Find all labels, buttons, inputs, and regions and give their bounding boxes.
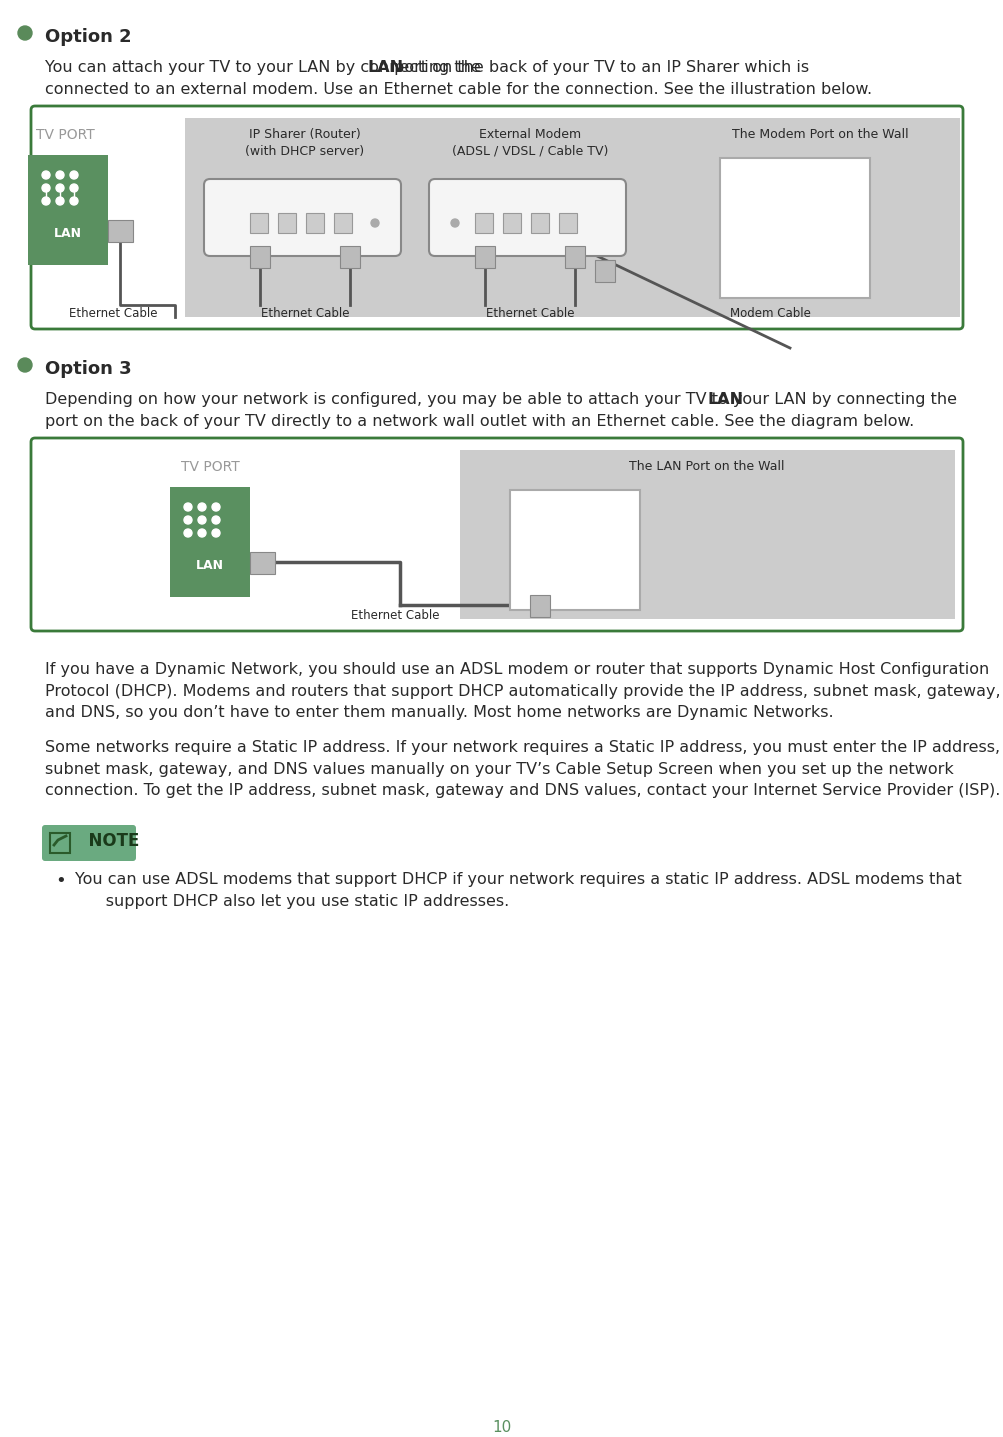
Circle shape bbox=[42, 184, 50, 193]
Text: You can attach your TV to your LAN by connecting the: You can attach your TV to your LAN by co… bbox=[45, 60, 485, 75]
Bar bbox=[340, 246, 360, 267]
Bar bbox=[474, 246, 494, 267]
Text: port on the back of your TV to an IP Sharer which is: port on the back of your TV to an IP Sha… bbox=[388, 60, 808, 75]
Bar bbox=[595, 260, 615, 282]
Text: Ethernet Cable: Ethernet Cable bbox=[68, 308, 157, 320]
Text: 10: 10 bbox=[491, 1420, 512, 1436]
Circle shape bbox=[70, 171, 78, 180]
Text: If you have a Dynamic Network, you should use an ADSL modem or router that suppo: If you have a Dynamic Network, you shoul… bbox=[45, 662, 1000, 720]
FancyBboxPatch shape bbox=[42, 825, 135, 861]
Circle shape bbox=[371, 218, 378, 227]
Circle shape bbox=[70, 197, 78, 205]
Bar bbox=[278, 213, 296, 233]
Bar bbox=[334, 213, 352, 233]
Text: •: • bbox=[55, 872, 65, 890]
Text: You can use ADSL modems that support DHCP if your network requires a static IP a: You can use ADSL modems that support DHC… bbox=[75, 872, 961, 908]
Circle shape bbox=[212, 529, 220, 537]
Bar bbox=[510, 490, 639, 609]
Circle shape bbox=[18, 26, 32, 40]
Text: NOTE: NOTE bbox=[77, 832, 139, 851]
Circle shape bbox=[56, 184, 64, 193]
Bar bbox=[170, 487, 250, 596]
Bar bbox=[28, 155, 108, 264]
Text: port on the back of your TV directly to a network wall outlet with an Ethernet c: port on the back of your TV directly to … bbox=[45, 414, 914, 430]
Bar bbox=[459, 450, 954, 619]
Bar bbox=[559, 213, 577, 233]
Circle shape bbox=[56, 171, 64, 180]
Bar bbox=[474, 213, 492, 233]
FancyBboxPatch shape bbox=[428, 180, 626, 256]
Circle shape bbox=[212, 516, 220, 525]
Text: Option 3: Option 3 bbox=[45, 361, 131, 378]
Text: LAN: LAN bbox=[367, 60, 403, 75]
Bar bbox=[185, 118, 959, 318]
Text: Some networks require a Static IP address. If your network requires a Static IP : Some networks require a Static IP addres… bbox=[45, 740, 999, 798]
Bar bbox=[108, 220, 132, 241]
Circle shape bbox=[184, 503, 192, 512]
Circle shape bbox=[198, 503, 206, 512]
FancyBboxPatch shape bbox=[31, 438, 962, 631]
Text: connected to an external modem. Use an Ethernet cable for the connection. See th: connected to an external modem. Use an E… bbox=[45, 82, 872, 98]
Circle shape bbox=[18, 358, 32, 372]
Text: LAN: LAN bbox=[196, 559, 224, 572]
Bar bbox=[250, 552, 275, 573]
Text: TV PORT: TV PORT bbox=[35, 128, 94, 142]
Text: LAN: LAN bbox=[54, 227, 82, 240]
Text: Option 2: Option 2 bbox=[45, 27, 131, 46]
Text: External Modem
(ADSL / VDSL / Cable TV): External Modem (ADSL / VDSL / Cable TV) bbox=[451, 128, 608, 158]
Bar bbox=[50, 833, 70, 854]
Circle shape bbox=[184, 516, 192, 525]
Text: LAN: LAN bbox=[707, 392, 743, 407]
Circle shape bbox=[198, 516, 206, 525]
Circle shape bbox=[212, 503, 220, 512]
Bar bbox=[565, 246, 585, 267]
Bar bbox=[503, 213, 521, 233]
Text: The Modem Port on the Wall: The Modem Port on the Wall bbox=[731, 128, 908, 141]
Circle shape bbox=[42, 197, 50, 205]
Circle shape bbox=[184, 529, 192, 537]
Text: Ethernet Cable: Ethernet Cable bbox=[485, 308, 574, 320]
Circle shape bbox=[70, 184, 78, 193]
Circle shape bbox=[450, 218, 458, 227]
Text: Depending on how your network is configured, you may be able to attach your TV t: Depending on how your network is configu… bbox=[45, 392, 961, 407]
Bar bbox=[531, 213, 549, 233]
Text: Ethernet Cable: Ethernet Cable bbox=[350, 609, 439, 622]
Circle shape bbox=[56, 197, 64, 205]
Bar bbox=[250, 213, 268, 233]
Bar bbox=[530, 595, 550, 616]
Text: IP Sharer (Router)
(with DHCP server): IP Sharer (Router) (with DHCP server) bbox=[245, 128, 364, 158]
Text: Ethernet Cable: Ethernet Cable bbox=[261, 308, 349, 320]
Bar bbox=[719, 158, 870, 297]
Circle shape bbox=[198, 529, 206, 537]
Bar bbox=[306, 213, 324, 233]
Text: The LAN Port on the Wall: The LAN Port on the Wall bbox=[629, 460, 784, 473]
Circle shape bbox=[42, 171, 50, 180]
Bar bbox=[250, 246, 270, 267]
Text: TV PORT: TV PORT bbox=[181, 460, 239, 474]
Text: Modem Cable: Modem Cable bbox=[729, 308, 809, 320]
FancyBboxPatch shape bbox=[31, 106, 962, 329]
FancyBboxPatch shape bbox=[204, 180, 400, 256]
